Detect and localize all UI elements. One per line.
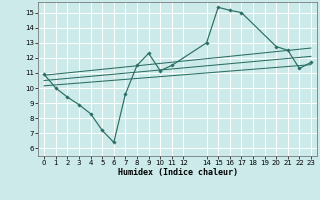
X-axis label: Humidex (Indice chaleur): Humidex (Indice chaleur) <box>118 168 238 177</box>
